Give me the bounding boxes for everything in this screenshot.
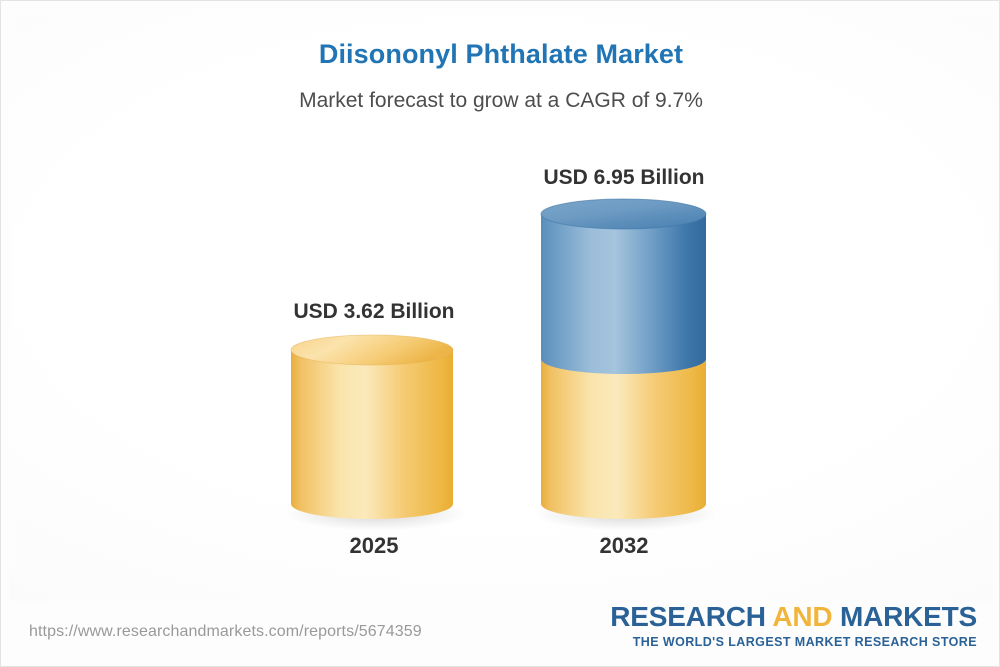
category-label-2032: 2032 [599,533,649,558]
report-url[interactable]: https://www.researchandmarkets.com/repor… [29,623,422,640]
logo-word-research: RESEARCH [610,601,773,632]
bar-2032-top-edge [540,198,707,230]
research-and-markets-logo[interactable]: RESEARCH AND MARKETS THE WORLD'S LARGEST… [610,603,977,649]
cylinder-bar-chart [284,198,719,531]
bar-2032-base-segment [541,359,706,519]
category-label-2025: 2025 [349,533,399,558]
bar-2025-body [291,350,453,519]
bar-2025 [284,334,468,531]
bar-2025-top-cap [291,335,453,365]
logo-tagline: THE WORLD'S LARGEST MARKET RESEARCH STOR… [632,635,977,649]
bar-2025-top-edge [290,334,454,366]
logo-wordmark: RESEARCH AND MARKETS [610,603,977,631]
chart-subtitle: Market forecast to grow at a CAGR of 9.7… [299,89,703,112]
logo-word-markets: MARKETS [832,601,977,632]
bar-2032-growth-segment [541,214,706,374]
bar-2032-top-cap [541,199,706,229]
chart-plate [9,9,993,601]
value-label-2025: USD 3.62 Billion [293,300,455,323]
bar-2032 [533,198,719,531]
logo-word-and: AND [772,601,833,632]
page-title: Diisononyl Phthalate Market [318,39,684,69]
value-label-2032: USD 6.95 Billion [543,166,705,189]
